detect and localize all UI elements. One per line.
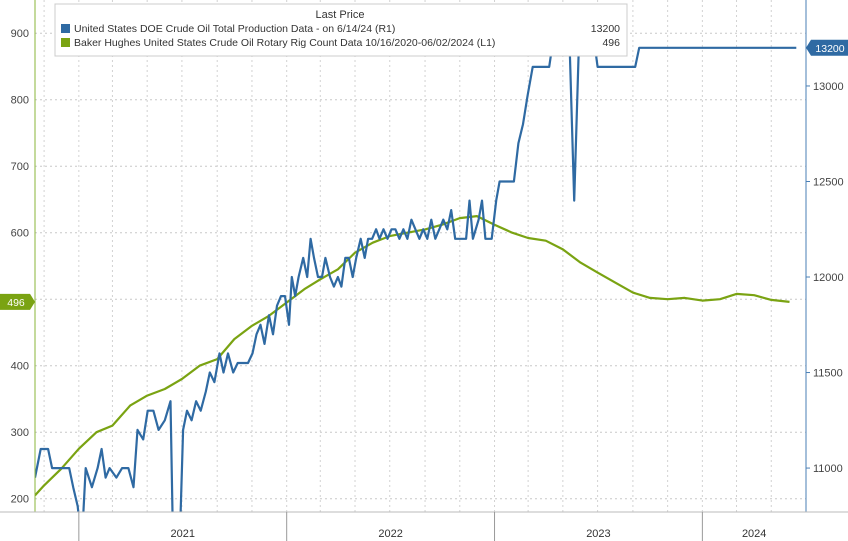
left-tick-label: 900 bbox=[11, 28, 29, 40]
legend-box bbox=[54, 3, 628, 57]
legend: Last Price United States DOE Crude Oil T… bbox=[54, 3, 628, 57]
right-tick-label: 12500 bbox=[813, 176, 844, 188]
left-tick-label: 400 bbox=[11, 361, 29, 373]
legend-title: Last Price bbox=[316, 9, 365, 21]
legend-value-production: 13200 bbox=[591, 23, 620, 35]
x-tick-label: 2022 bbox=[378, 528, 402, 540]
legend-swatch-rig-count bbox=[61, 38, 70, 47]
right-tick-label: 12000 bbox=[813, 272, 844, 284]
x-tick-label: 2023 bbox=[586, 528, 610, 540]
legend-value-rig-count: 496 bbox=[602, 37, 620, 49]
legend-label-production: United States DOE Crude Oil Total Produc… bbox=[74, 23, 395, 35]
right-tick-label: 11500 bbox=[813, 368, 843, 380]
legend-swatch-production bbox=[61, 24, 70, 33]
axes bbox=[0, 0, 848, 513]
gridlines bbox=[35, 0, 807, 512]
x-tick-label: 2021 bbox=[171, 528, 195, 540]
right-last-value-tag bbox=[806, 39, 848, 56]
rig-count-line bbox=[35, 215, 790, 497]
right-tick-label: 13000 bbox=[813, 81, 844, 93]
left-last-value-tag bbox=[0, 293, 35, 310]
left-last-value-label: 496 bbox=[7, 297, 25, 309]
left-tick-label: 600 bbox=[11, 228, 29, 240]
left-tick-label: 300 bbox=[11, 427, 29, 439]
left-tick-label: 700 bbox=[11, 161, 29, 173]
left-tick-label: 800 bbox=[11, 95, 29, 107]
last-value-tags: 496 13200 bbox=[0, 39, 848, 310]
tick-labels: 2003004005006007008009001100011500120001… bbox=[11, 28, 844, 541]
right-tick-label: 11000 bbox=[813, 463, 843, 475]
x-tick-label: 2024 bbox=[742, 528, 766, 540]
left-tick-label: 200 bbox=[11, 494, 29, 506]
legend-label-rig-count: Baker Hughes United States Crude Oil Rot… bbox=[74, 37, 495, 49]
right-last-value-label: 13200 bbox=[815, 43, 844, 55]
